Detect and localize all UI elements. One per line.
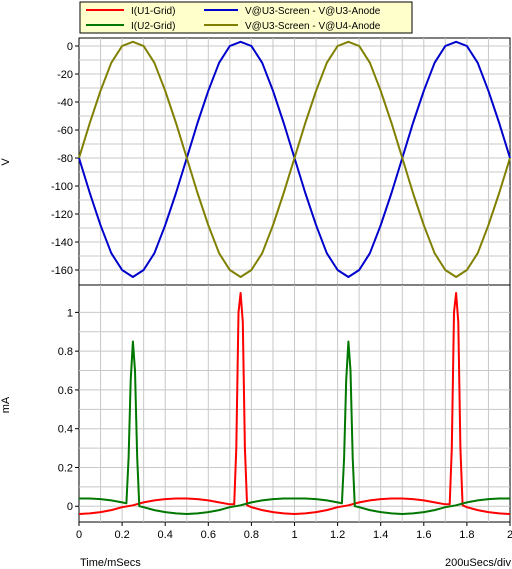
voltage-y-tick-label: -20 xyxy=(57,69,73,81)
legend-entry: I(U2-Grid) xyxy=(86,21,175,32)
time-x-tick-label: 1.2 xyxy=(330,529,345,541)
voltage-series xyxy=(78,40,511,278)
time-x-tick-label: 0.2 xyxy=(114,529,129,541)
time-x-tick-label: 1.8 xyxy=(459,529,474,541)
legend-entry: V@U3-Screen - V@U3-Anode xyxy=(204,6,381,17)
time-x-tick-label: 0.4 xyxy=(158,529,173,541)
voltage-y-tick-label: -140 xyxy=(51,237,73,249)
time-x-tick-label: 0.6 xyxy=(201,529,216,541)
legend-label: I(U2-Grid) xyxy=(131,21,175,32)
voltage-y-tick-label: -40 xyxy=(57,97,73,109)
time-x-tick-label: 0.8 xyxy=(244,529,259,541)
voltage-panel: 0 -20 -40 -60 -80 -100 -120 -140 -160 V xyxy=(0,37,511,286)
legend-label: V@U3-Screen - V@U3-Anode xyxy=(245,6,381,17)
current-series-line xyxy=(78,292,511,515)
time-x-tick-label: 1 xyxy=(291,529,297,541)
current-axis-label: mA xyxy=(0,396,12,413)
time-x-ticks: 0 0.2 0.4 0.6 0.8 1 1.2 1.4 1.6 1.8 2 xyxy=(76,522,512,541)
voltage-y-ticks: 0 -20 -40 -60 -80 -100 -120 -140 -160 xyxy=(51,41,79,277)
voltage-y-tick-label: -80 xyxy=(57,153,73,165)
voltage-y-tick-label: -120 xyxy=(51,209,73,221)
legend-label: V@U3-Screen - V@U4-Anode xyxy=(245,21,381,32)
current-y-tick-label: 1 xyxy=(67,307,73,319)
time-x-tick-label: 2 xyxy=(507,529,512,541)
current-y-ticks: 1 0.8 0.6 0.4 0.2 0 xyxy=(58,307,79,513)
current-y-tick-label: 0.2 xyxy=(58,462,73,474)
voltage-series-line xyxy=(78,40,511,278)
current-series xyxy=(78,292,511,515)
time-division-label: 200uSecs/div xyxy=(445,557,512,569)
voltage-y-tick-label: -160 xyxy=(51,265,73,277)
legend-box xyxy=(79,1,413,34)
legend-entry: V@U3-Screen - V@U4-Anode xyxy=(204,21,381,32)
legend-entry: I(U1-Grid) xyxy=(86,6,175,17)
voltage-y-tick-label: -100 xyxy=(51,181,73,193)
time-axis-label: Time/mSecs xyxy=(80,557,141,569)
voltage-y-tick-label: -60 xyxy=(57,125,73,137)
voltage-axis-label: V xyxy=(0,158,12,166)
current-y-tick-label: 0.6 xyxy=(58,385,73,397)
time-x-tick-label: 1.4 xyxy=(373,529,388,541)
time-x-tick-label: 1.6 xyxy=(416,529,431,541)
voltage-y-tick-label: 0 xyxy=(67,41,73,53)
current-grid xyxy=(79,285,510,522)
legend: I(U1-Grid) V@U3-Screen - V@U3-Anode I(U2… xyxy=(79,1,413,34)
current-panel: 1 0.8 0.6 0.4 0.2 0 0 0.2 0.4 0.6 0.8 1 1.2 1.4 1.6 1.… xyxy=(0,284,512,569)
voltage-grid xyxy=(79,38,510,285)
current-y-tick-label: 0.8 xyxy=(58,346,73,358)
current-series-line xyxy=(79,340,510,515)
current-y-tick-label: 0 xyxy=(67,501,73,513)
legend-label: I(U1-Grid) xyxy=(131,6,175,17)
time-x-tick-label: 0 xyxy=(76,529,82,541)
current-y-tick-label: 0.4 xyxy=(58,424,73,436)
